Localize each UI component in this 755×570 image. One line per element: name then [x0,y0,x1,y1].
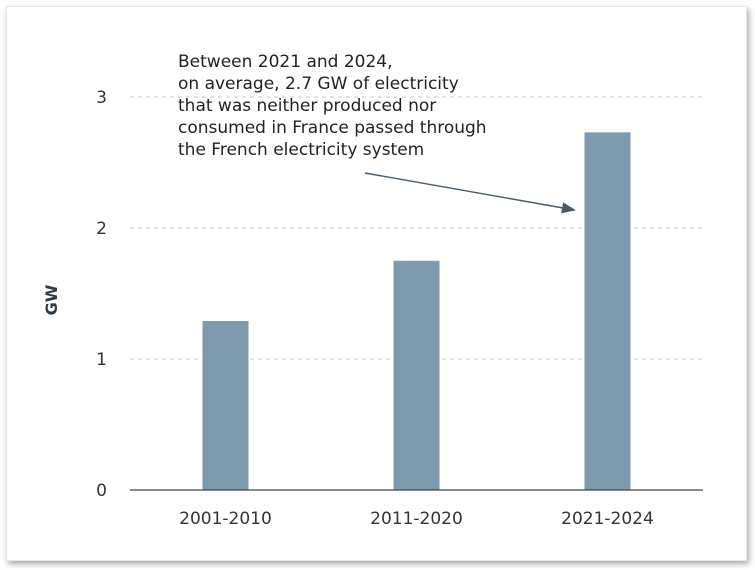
annotation-line: the French electricity system [178,140,424,160]
x-tick-label: 2021-2024 [561,509,654,529]
y-tick-label: 0 [96,481,107,501]
y-tick-label: 3 [96,88,107,108]
bar-2021-2024 [584,132,631,490]
annotation-line: that was neither produced nor [178,96,436,116]
annotation-line: consumed in France passed through [178,118,487,138]
annotation-text: Between 2021 and 2024, on average, 2.7 GW… [178,52,487,160]
x-axis-ticks: 2001-2010 2011-2020 2021-2024 [179,509,654,529]
x-tick-label: 2001-2010 [179,509,272,529]
bars [202,132,631,490]
bar-2001-2010 [202,321,249,490]
y-axis-label: GW [42,284,61,315]
annotation-line: on average, 2.7 GW of electricity [178,74,459,94]
y-tick-label: 1 [96,350,107,370]
annotation-line: Between 2021 and 2024, [178,52,393,72]
bar-2011-2020 [393,260,440,490]
x-tick-label: 2011-2020 [370,509,463,529]
annotation-arrow [364,172,576,214]
y-tick-label: 2 [96,219,107,239]
y-axis-ticks: 0 1 2 3 [96,88,107,501]
